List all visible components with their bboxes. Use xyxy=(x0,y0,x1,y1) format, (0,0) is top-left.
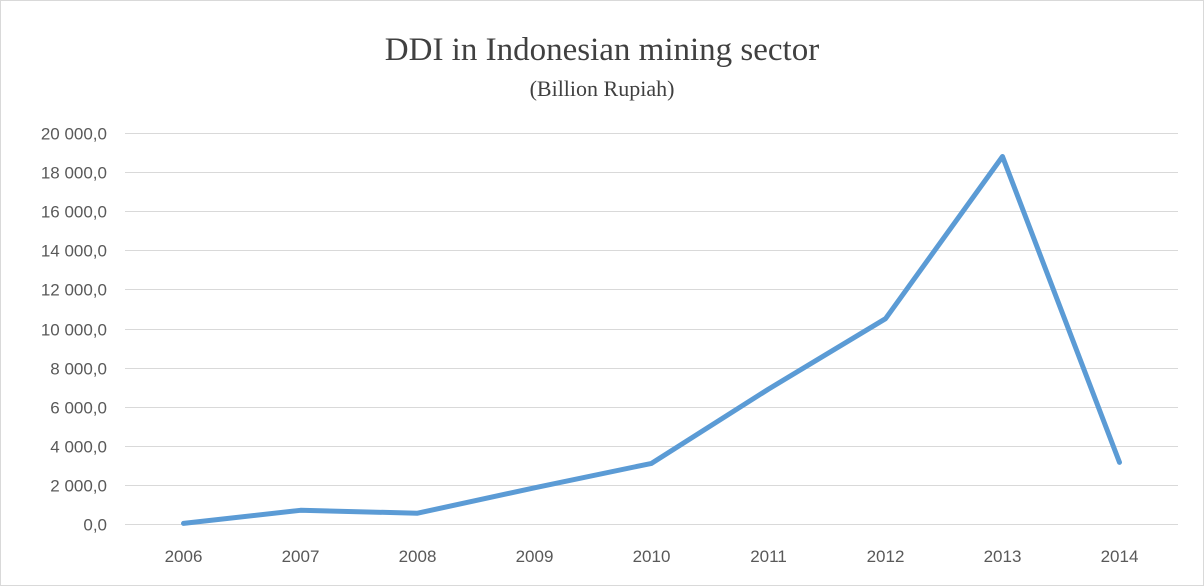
y-tick-label: 0,0 xyxy=(83,516,107,535)
gridlines xyxy=(125,133,1178,525)
y-tick-label: 4 000,0 xyxy=(50,438,107,457)
x-tick-label: 2013 xyxy=(984,547,1022,566)
data-point xyxy=(883,316,888,321)
chart-title: DDI in Indonesian mining sector xyxy=(384,32,820,68)
series-layer xyxy=(181,154,1122,526)
x-tick-label: 2014 xyxy=(1101,547,1139,566)
x-tick-label: 2011 xyxy=(750,547,787,566)
y-tick-label: 16 000,0 xyxy=(41,203,107,222)
x-tick-label: 2010 xyxy=(633,547,671,566)
chart-subtitle: (Billion Rupiah) xyxy=(529,76,675,101)
x-tick-label: 2012 xyxy=(867,547,905,566)
y-axis-tick-labels: 0,0 2 000,0 4 000,0 6 000,0 8 000,0 10 000,0 1… xyxy=(41,125,107,535)
data-point xyxy=(298,508,303,513)
data-point xyxy=(649,461,654,466)
y-tick-label: 18 000,0 xyxy=(41,164,107,183)
y-tick-label: 2 000,0 xyxy=(50,477,107,496)
y-tick-label: 14 000,0 xyxy=(41,242,107,261)
data-point xyxy=(1117,460,1122,465)
data-point xyxy=(415,511,420,516)
x-tick-label: 2009 xyxy=(516,547,554,566)
y-tick-label: 20 000,0 xyxy=(41,125,107,144)
y-tick-label: 10 000,0 xyxy=(41,321,107,340)
data-point xyxy=(1000,154,1005,159)
y-tick-label: 8 000,0 xyxy=(50,360,107,379)
y-tick-label: 12 000,0 xyxy=(41,281,107,300)
series-line xyxy=(181,154,1122,526)
x-tick-label: 2006 xyxy=(165,547,203,566)
data-point xyxy=(766,387,771,392)
data-point xyxy=(532,485,537,490)
x-tick-label: 2007 xyxy=(282,547,320,566)
x-tick-label: 2008 xyxy=(399,547,437,566)
data-point xyxy=(181,521,186,526)
x-axis-tick-labels: 2006 2007 2008 2009 2010 2011 2012 2013 2014 xyxy=(165,547,1139,566)
y-tick-label: 6 000,0 xyxy=(50,399,107,418)
